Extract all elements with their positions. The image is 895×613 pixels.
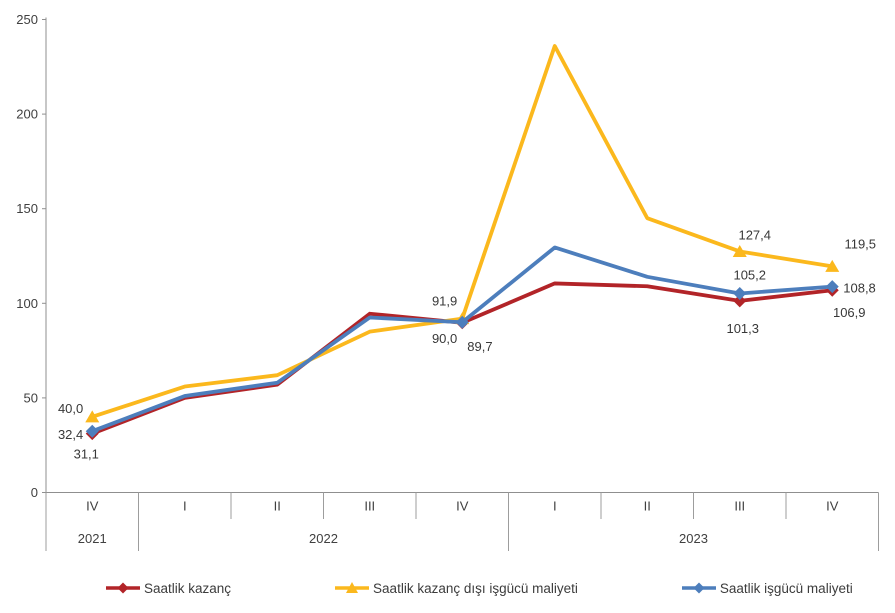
legend-item-saatlik-isgucu: Saatlik işgücü maliyeti [681, 580, 853, 596]
legend-marker-red-diamond-icon [106, 580, 140, 596]
series-marker-1 [732, 244, 747, 257]
series-marker-1 [85, 410, 100, 423]
legend-item-saatlik-kazanc: Saatlik kazanç [106, 580, 231, 596]
quarter-label: III [364, 499, 375, 514]
year-label: 2022 [309, 531, 338, 546]
legend-label: Saatlik kazanç [144, 580, 232, 596]
legend-item-saatlik-kazanc-disi: Saatlik kazanç dışı işgücü maliyeti [335, 580, 578, 596]
legend-label: Saatlik kazanç dışı işgücü maliyeti [373, 580, 578, 596]
year-label: 2023 [679, 531, 708, 546]
data-label: 32,4 [58, 427, 83, 442]
data-label: 90,0 [432, 331, 457, 346]
series-marker-0 [733, 294, 747, 308]
y-tick-label: 0 [31, 485, 38, 500]
series-line-0 [90, 281, 835, 436]
quarter-label: IV [826, 499, 839, 514]
series-marker-2 [825, 280, 839, 294]
quarter-label: IV [86, 499, 99, 514]
quarter-label: I [553, 499, 557, 514]
chart-legend: Saatlik kazanç Saatlik kazanç dışı işgüc… [0, 580, 895, 596]
y-tick-label: 100 [16, 296, 38, 311]
y-tick-label: 200 [16, 107, 38, 122]
legend-label: Saatlik işgücü maliyeti [719, 580, 853, 596]
series-marker-2 [733, 286, 747, 300]
data-label: 108,8 [843, 281, 876, 296]
y-tick-label: 150 [16, 201, 38, 216]
data-label: 31,1 [74, 447, 99, 462]
data-label: 89,7 [467, 339, 492, 354]
quarter-label: III [734, 499, 745, 514]
series-line-2 [90, 245, 835, 434]
data-label: 105,2 [733, 267, 766, 282]
data-label: 40,0 [58, 401, 83, 416]
data-label: 101,3 [726, 321, 759, 336]
data-label: 106,9 [833, 305, 866, 320]
data-label: 119,5 [844, 236, 876, 251]
legend-marker-blue-diamond-icon [681, 580, 716, 596]
quarter-label: I [183, 499, 187, 514]
quarter-label: II [644, 499, 651, 514]
quarter-label: IV [456, 499, 469, 514]
data-label: 91,9 [432, 294, 457, 309]
series-line-1 [90, 44, 835, 419]
year-label: 2021 [78, 531, 107, 546]
data-label: 127,4 [738, 227, 771, 242]
y-tick-label: 250 [16, 12, 38, 27]
y-tick-label: 50 [24, 390, 38, 405]
series-marker-2 [455, 315, 469, 329]
series-marker-2 [85, 424, 99, 438]
series-marker-1 [825, 259, 840, 272]
quarter-label: II [274, 499, 281, 514]
legend-marker-yellow-triangle-icon [335, 580, 370, 596]
